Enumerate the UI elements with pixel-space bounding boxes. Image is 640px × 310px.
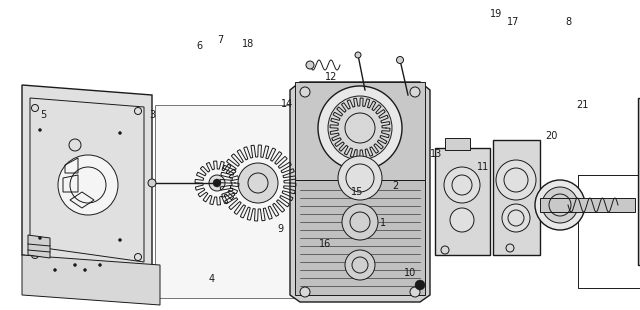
Text: 20: 20 [545,131,558,141]
Circle shape [397,56,403,64]
Circle shape [496,160,536,200]
Polygon shape [155,105,355,298]
Circle shape [300,87,310,97]
Circle shape [450,208,474,232]
Polygon shape [638,98,640,265]
Polygon shape [445,138,470,150]
Circle shape [410,287,420,297]
Circle shape [328,96,392,160]
Circle shape [410,87,420,97]
Circle shape [502,204,530,232]
Circle shape [213,179,221,187]
Polygon shape [540,198,635,212]
Polygon shape [290,82,430,302]
Circle shape [355,52,361,58]
Text: 9: 9 [277,224,284,234]
Circle shape [318,86,402,170]
Circle shape [345,250,375,280]
Text: 8: 8 [565,17,572,27]
Text: 3: 3 [149,110,156,120]
Circle shape [306,61,314,69]
Circle shape [83,268,86,272]
Polygon shape [22,85,152,272]
Circle shape [338,156,382,200]
Circle shape [238,163,278,203]
Text: 19: 19 [490,9,502,19]
Text: 11: 11 [477,162,490,172]
Circle shape [444,167,480,203]
Circle shape [535,180,585,230]
Circle shape [542,187,578,223]
Circle shape [415,280,425,290]
Polygon shape [295,82,425,180]
Polygon shape [28,235,50,258]
Text: 6: 6 [196,41,203,51]
Text: 4: 4 [208,274,214,284]
Text: 15: 15 [351,187,364,197]
Polygon shape [435,148,490,255]
Circle shape [58,155,118,215]
Text: 16: 16 [319,239,332,249]
Text: 12: 12 [325,72,338,82]
Polygon shape [22,255,160,305]
Polygon shape [295,180,425,295]
Circle shape [209,175,225,191]
Circle shape [148,179,156,187]
Text: 2: 2 [392,181,399,191]
Circle shape [38,129,42,131]
Text: 1: 1 [380,218,386,228]
Text: 13: 13 [430,149,443,159]
Circle shape [342,204,378,240]
Circle shape [99,264,102,267]
Text: 17: 17 [507,17,520,27]
Polygon shape [493,140,540,255]
Circle shape [300,287,310,297]
Circle shape [54,268,56,272]
Text: 10: 10 [403,268,416,278]
Text: 14: 14 [280,99,293,109]
Text: 5: 5 [40,110,47,120]
Circle shape [118,238,122,241]
Text: 18: 18 [242,39,255,49]
Text: 7: 7 [218,35,224,45]
Circle shape [38,237,42,240]
Circle shape [74,264,77,267]
Circle shape [118,131,122,135]
Text: 21: 21 [576,100,589,110]
